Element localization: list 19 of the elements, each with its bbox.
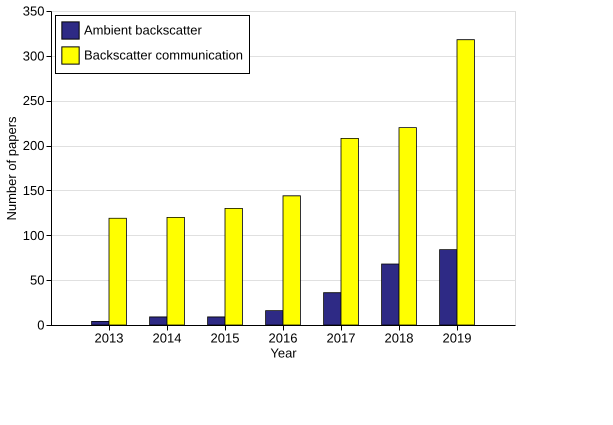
y-tick-label: 150	[22, 182, 44, 198]
x-tick-label: 2015	[210, 330, 240, 346]
x-tick-label: 2018	[384, 330, 414, 346]
y-tick-label: 350	[22, 4, 44, 18]
y-tick-label: 50	[30, 272, 44, 288]
legend-label: Ambient backscatter	[84, 22, 202, 38]
x-axis-title: Year	[270, 346, 298, 360]
x-tick-label: 2014	[152, 330, 182, 346]
y-tick-label: 200	[22, 138, 44, 154]
x-tick-label: 2013	[94, 330, 124, 346]
y-tick-label: 300	[22, 48, 44, 64]
x-tick-label: 2019	[442, 330, 472, 346]
legend-label: Backscatter communication	[84, 48, 243, 62]
y-tick-label: 250	[22, 93, 44, 108]
y-tick-label: 100	[22, 228, 44, 243]
x-tick-label: 2017	[326, 330, 356, 346]
y-tick-label: 0	[37, 318, 44, 332]
y-axis-title: Number of papers	[4, 116, 19, 221]
x-tick-label: 2016	[268, 330, 298, 346]
